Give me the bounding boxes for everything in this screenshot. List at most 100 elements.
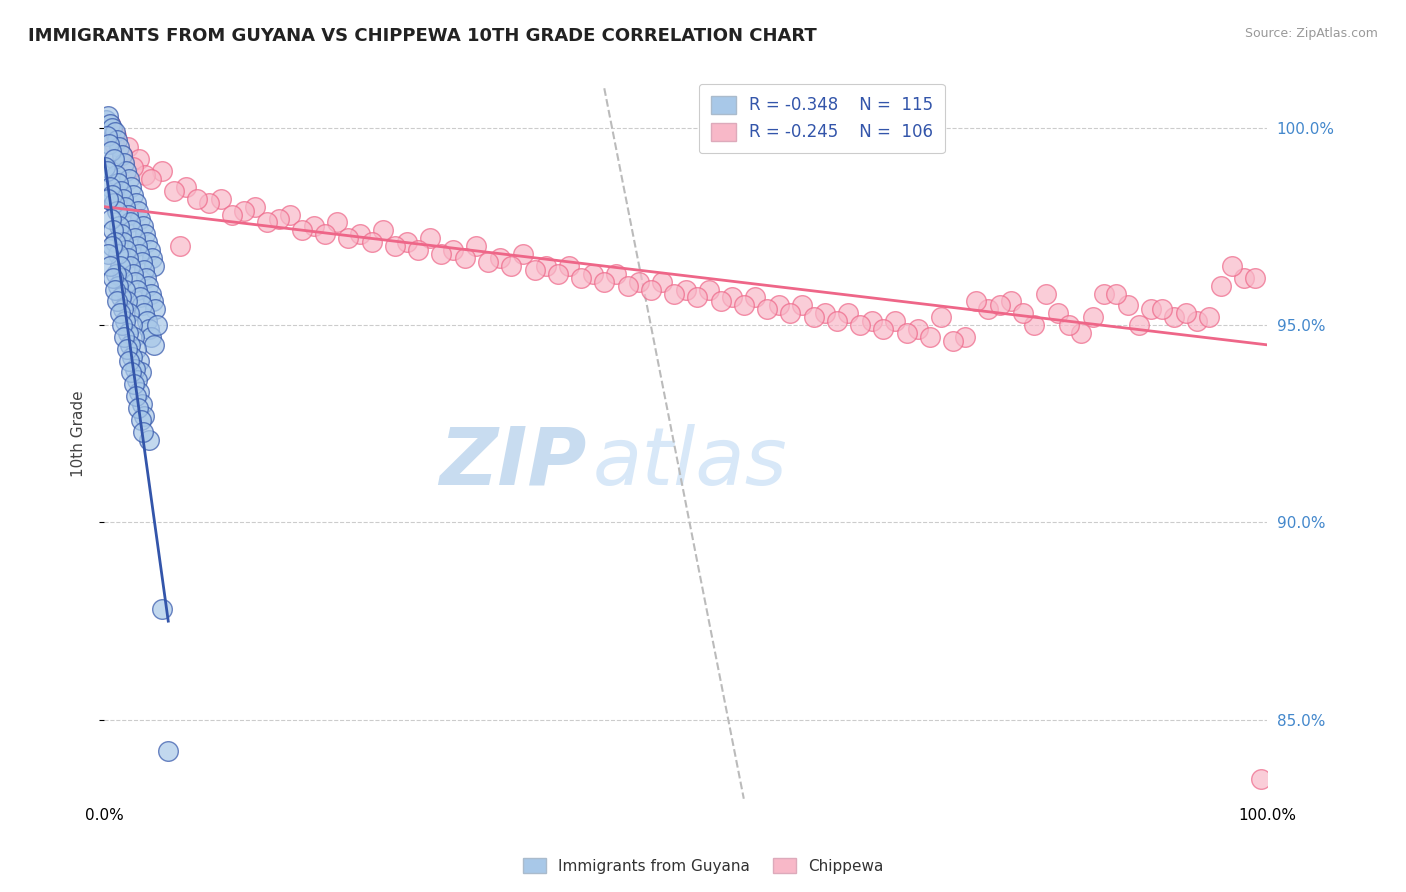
Point <box>128 385 150 400</box>
Point <box>1187 314 1209 328</box>
Point <box>125 195 148 210</box>
Point <box>907 322 929 336</box>
Point <box>977 302 1000 317</box>
Point <box>97 192 120 206</box>
Point <box>118 172 141 186</box>
Point <box>174 180 197 194</box>
Point <box>134 227 156 242</box>
Point <box>1024 318 1046 332</box>
Point <box>114 314 136 328</box>
Point <box>96 128 118 143</box>
Point <box>145 302 167 317</box>
Point <box>97 136 120 151</box>
Point <box>373 223 395 237</box>
Point <box>120 338 142 352</box>
Point <box>523 262 546 277</box>
Point <box>138 322 160 336</box>
Point <box>395 235 418 250</box>
Point <box>101 120 124 135</box>
Point <box>209 192 232 206</box>
Point <box>1233 270 1256 285</box>
Point <box>686 290 709 304</box>
Point <box>136 235 159 250</box>
Point <box>125 239 148 253</box>
Point <box>120 180 142 194</box>
Point <box>931 310 953 325</box>
Point <box>131 219 153 234</box>
Point <box>112 156 135 170</box>
Point <box>651 275 673 289</box>
Point <box>127 203 149 218</box>
Point <box>94 160 117 174</box>
Point <box>122 330 145 344</box>
Point <box>100 211 122 226</box>
Point <box>157 744 180 758</box>
Point <box>221 208 243 222</box>
Point <box>112 302 135 317</box>
Point <box>675 283 697 297</box>
Point <box>1152 302 1174 317</box>
Point <box>101 270 124 285</box>
Point <box>1174 306 1197 320</box>
Point <box>129 211 152 226</box>
Point <box>111 192 134 206</box>
Point <box>124 231 146 245</box>
Point <box>1046 306 1069 320</box>
Point <box>139 286 162 301</box>
Point <box>132 409 155 423</box>
Point <box>122 187 145 202</box>
Point <box>1163 310 1185 325</box>
Point <box>1116 298 1139 312</box>
Point <box>152 164 174 178</box>
Point <box>104 125 127 139</box>
Point <box>111 318 134 332</box>
Point <box>97 247 120 261</box>
Point <box>98 259 121 273</box>
Point <box>118 215 141 229</box>
Point <box>267 211 290 226</box>
Point <box>110 290 132 304</box>
Point <box>108 140 131 154</box>
Point <box>111 148 134 162</box>
Point <box>115 164 138 178</box>
Point <box>547 267 569 281</box>
Point <box>125 373 148 387</box>
Point <box>110 184 132 198</box>
Point <box>1250 772 1272 786</box>
Point <box>129 366 152 380</box>
Point <box>1035 286 1057 301</box>
Point <box>825 314 848 328</box>
Point <box>593 275 616 289</box>
Point <box>803 310 825 325</box>
Point <box>115 342 138 356</box>
Point <box>131 255 153 269</box>
Point <box>709 294 731 309</box>
Point <box>108 219 131 234</box>
Point <box>139 172 162 186</box>
Point <box>477 255 499 269</box>
Point <box>121 267 143 281</box>
Point <box>302 219 325 234</box>
Point <box>142 294 165 309</box>
Point <box>245 200 267 214</box>
Point <box>779 306 801 320</box>
Point <box>117 326 139 340</box>
Point <box>107 247 129 261</box>
Text: IMMIGRANTS FROM GUYANA VS CHIPPEWA 10TH GRADE CORRELATION CHART: IMMIGRANTS FROM GUYANA VS CHIPPEWA 10TH … <box>28 27 817 45</box>
Point <box>1081 310 1104 325</box>
Point <box>121 318 143 332</box>
Point <box>121 350 143 364</box>
Point <box>108 259 131 273</box>
Point <box>138 243 160 257</box>
Point <box>360 235 382 250</box>
Point <box>1244 270 1267 285</box>
Point <box>628 275 651 289</box>
Point <box>278 208 301 222</box>
Point <box>662 286 685 301</box>
Point <box>107 278 129 293</box>
Point <box>104 235 127 250</box>
Point <box>110 227 132 242</box>
Point <box>135 270 157 285</box>
Point <box>122 160 145 174</box>
Point <box>1092 286 1115 301</box>
